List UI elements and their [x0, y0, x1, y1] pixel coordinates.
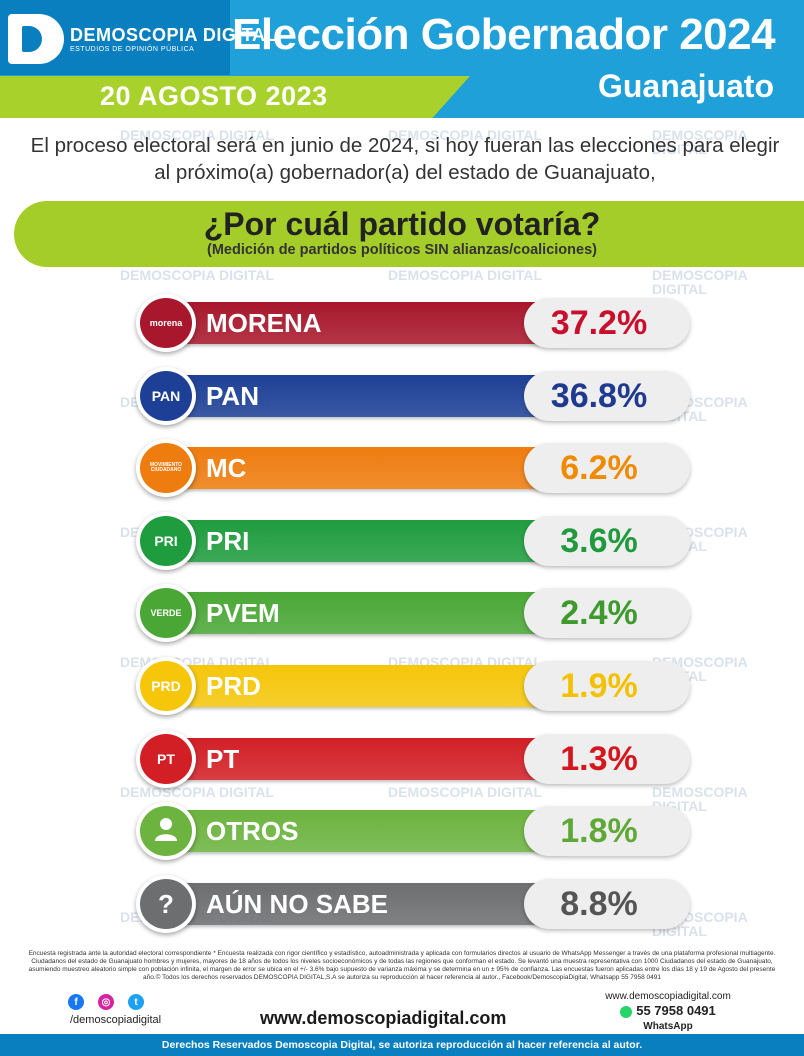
- state-name: Guanajuato: [597, 68, 774, 104]
- value-pill: [524, 733, 690, 784]
- bar-row: ? AÚN NO SABE 8.8%: [136, 874, 696, 933]
- bar-row: morena MORENA 37.2%: [136, 294, 696, 352]
- badge-label: ?: [158, 888, 174, 919]
- pri-logo: PRI: [136, 511, 196, 570]
- value-label: 1.9%: [560, 667, 638, 705]
- bar-row: PT PT 1.3%: [136, 729, 696, 788]
- badge-label: VERDE: [150, 607, 182, 618]
- bar-row: MOVIMIENTO CIUDADANO MC 6.2%: [136, 439, 696, 498]
- bar: [166, 810, 566, 853]
- person-icon: [136, 802, 196, 861]
- badge-label: PRD: [151, 678, 181, 694]
- value-pill: [524, 443, 690, 494]
- question-subtitle: (Medición de partidos políticos SIN alia…: [207, 242, 597, 258]
- date-band: [0, 76, 470, 118]
- morena-logo: morena: [136, 294, 196, 352]
- rights-band: Derechos Reservados Demoscopia Digital, …: [0, 1034, 804, 1056]
- value-pill: [524, 370, 690, 421]
- value-label: 8.8%: [560, 884, 638, 923]
- question-band: [14, 201, 804, 267]
- badge-label: PAN: [151, 387, 181, 404]
- category-label: AÚN NO SABE: [206, 888, 389, 919]
- badge-label: [151, 814, 181, 848]
- category-label: PAN: [206, 380, 259, 411]
- pvem-logo: VERDE: [136, 584, 196, 643]
- pt-logo: PT: [136, 729, 196, 788]
- value-label: 1.3%: [560, 739, 638, 778]
- contact-block: www.demoscopiadigital.com 55 7958 0491 W…: [578, 990, 758, 1033]
- d-logo-icon: [8, 14, 64, 64]
- value-label: 37.2%: [550, 304, 648, 342]
- page-title: Elección Gobernador 2024: [232, 10, 776, 59]
- bar: [166, 447, 566, 490]
- bar: [166, 882, 566, 925]
- twitter-icon[interactable]: t: [128, 994, 144, 1010]
- badge-label: morena: [149, 317, 183, 328]
- bar: [166, 519, 566, 562]
- brand-name: DEMOSCOPIA DIGITAL: [70, 24, 277, 45]
- value-label: 2.4%: [560, 594, 638, 633]
- category-label: PRI: [206, 525, 250, 556]
- contact-website[interactable]: www.demoscopiadigital.com: [605, 991, 731, 1002]
- bar-row: OTROS 1.8%: [136, 802, 696, 861]
- pan-logo: PAN: [136, 366, 196, 425]
- bar: [166, 665, 566, 707]
- prd-logo: PRD: [136, 657, 196, 715]
- category-label: MORENA: [206, 308, 322, 338]
- mc-logo: MOVIMIENTO CIUDADANO: [136, 439, 196, 498]
- phone-number[interactable]: 55 7958 0491: [636, 1003, 716, 1018]
- category-label: MC: [206, 453, 247, 484]
- value-pill: [524, 878, 690, 929]
- value-pill: [524, 298, 690, 348]
- watermark-text: DEMOSCOPIA DIGITAL: [388, 267, 542, 283]
- brand-logo: DEMOSCOPIA DIGITAL ESTUDIOS DE OPINIÓN P…: [8, 14, 277, 64]
- watermark-text: DEMOSCOPIA DIGITAL: [120, 267, 274, 283]
- bar-row: PAN PAN 36.8%: [136, 366, 696, 425]
- value-pill: [524, 588, 690, 639]
- methodology-notes: Encuesta registrada ante la autoridad el…: [28, 950, 776, 982]
- facebook-icon[interactable]: f: [68, 994, 84, 1010]
- bar-row: PRD PRD 1.9%: [136, 657, 696, 715]
- bar-row: VERDE PVEM 2.4%: [136, 584, 696, 643]
- bar: [166, 374, 566, 417]
- value-pill: [524, 661, 690, 711]
- bar: [166, 737, 566, 780]
- header: DEMOSCOPIA DIGITAL ESTUDIOS DE OPINIÓN P…: [0, 0, 804, 118]
- category-label: PRD: [206, 671, 261, 701]
- category-label: OTROS: [206, 816, 299, 847]
- whatsapp-label: WhatsApp: [643, 1020, 693, 1032]
- category-label: PT: [206, 743, 240, 774]
- bar: [166, 592, 566, 635]
- question-title: ¿Por cuál partido votaría?: [203, 206, 601, 242]
- category-label: PVEM: [206, 598, 280, 629]
- website-link[interactable]: www.demoscopiadigital.com: [260, 1008, 507, 1028]
- bar-row: PRI PRI 3.6%: [136, 511, 696, 570]
- brand-tagline: ESTUDIOS DE OPINIÓN PÚBLICA: [70, 45, 195, 53]
- social-handle[interactable]: /demoscopiadigital: [70, 1014, 162, 1026]
- badge-label: PT: [157, 750, 175, 767]
- value-label: 6.2%: [560, 449, 638, 488]
- value-pill: [524, 515, 690, 566]
- badge-label: PRI: [154, 532, 178, 549]
- value-label: 3.6%: [560, 521, 638, 560]
- value-pill: [524, 806, 690, 857]
- watermark-text: DEMOSCOPIA DIGITAL: [652, 267, 748, 297]
- intro-text: El proceso electoral será en junio de 20…: [30, 134, 780, 184]
- survey-date: 20 AGOSTO 2023: [100, 81, 328, 111]
- social-icons: f ◎ t: [68, 994, 144, 1010]
- value-label: 36.8%: [550, 376, 648, 415]
- question-icon: ?: [136, 874, 196, 933]
- instagram-icon[interactable]: ◎: [98, 994, 114, 1010]
- badge-label: MOVIMIENTO CIUDADANO: [149, 462, 183, 474]
- bar: [166, 302, 566, 344]
- value-label: 1.8%: [560, 812, 638, 851]
- whatsapp-icon: [620, 1005, 633, 1018]
